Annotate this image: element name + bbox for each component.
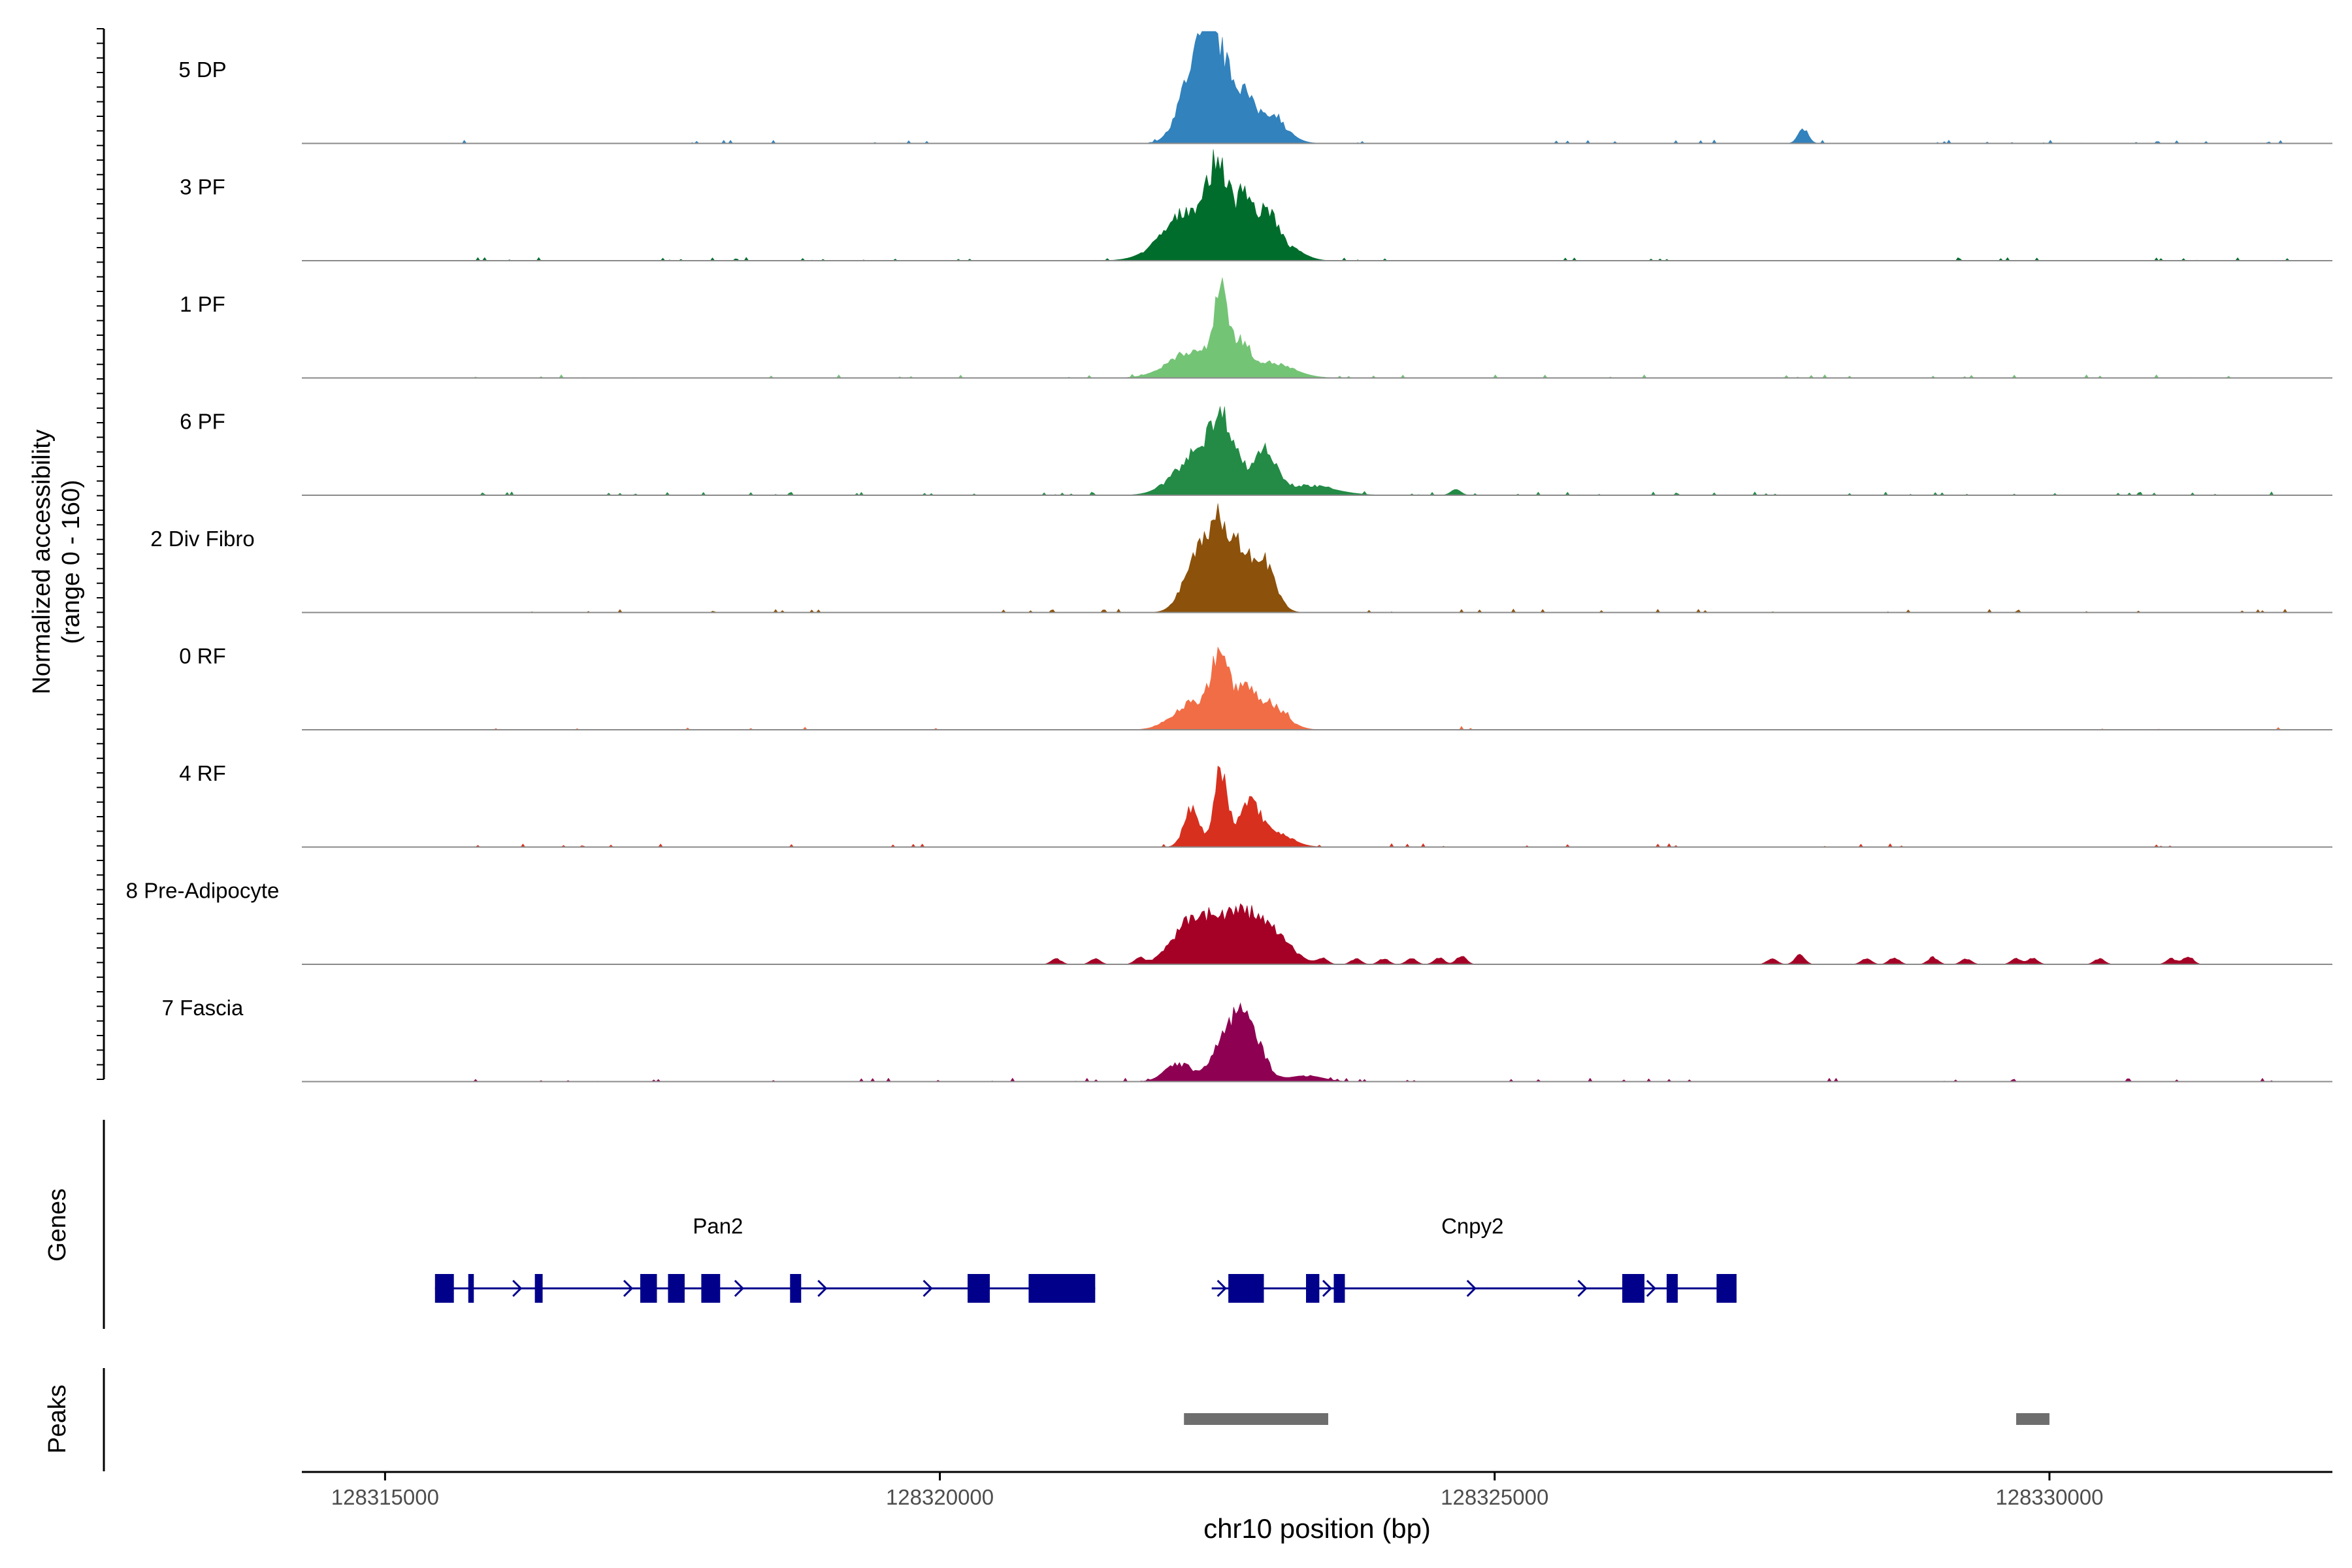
track-area bbox=[302, 31, 2332, 144]
track-5: 2 Div Fibro bbox=[150, 503, 2332, 613]
track-area bbox=[302, 149, 2332, 261]
track-9: 7 Fascia bbox=[162, 996, 2332, 1083]
genes-panel: Genes Pan2 Cnpy2 bbox=[44, 1120, 1737, 1329]
x-axis: chr10 position (bp) 128315000 128320000 12… bbox=[302, 1471, 2332, 1544]
gene-strand-arrow bbox=[1577, 1279, 1588, 1298]
y-axis-label: Normalized accessibility (range 0 - 160) bbox=[28, 429, 85, 694]
gene-exon bbox=[640, 1274, 657, 1303]
gene-strand-arrow bbox=[623, 1279, 634, 1298]
gene-strand-arrow bbox=[1646, 1279, 1657, 1298]
track-8: 8 Pre-Adipocyte bbox=[126, 879, 2332, 965]
peak-region bbox=[1184, 1413, 1328, 1425]
y-axis-label-line2: (range 0 - 160) bbox=[57, 480, 85, 644]
gene-exon bbox=[1333, 1274, 1345, 1303]
gene-exon bbox=[701, 1274, 721, 1303]
gene-exon bbox=[1666, 1274, 1678, 1303]
y-axis-label-line1: Normalized accessibility bbox=[28, 429, 56, 694]
gene-exon bbox=[1028, 1274, 1096, 1303]
gene-Cnpy2: Cnpy2 bbox=[1211, 1214, 1737, 1303]
x-axis-label: chr10 position (bp) bbox=[1203, 1513, 1431, 1544]
gene-exon bbox=[790, 1274, 802, 1303]
coverage-tracks: 5 DP 3 PF 1 PF 6 PF 2 Div Fibro 0 RF 4 RF 8 Pre… bbox=[126, 31, 2332, 1083]
track-area bbox=[302, 406, 2332, 496]
track-area bbox=[302, 903, 2332, 965]
gene-exon bbox=[968, 1274, 990, 1303]
track-area bbox=[302, 765, 2332, 847]
gene-strand-arrow bbox=[734, 1279, 744, 1298]
track-label: 2 Div Fibro bbox=[150, 527, 255, 551]
gene-label: Cnpy2 bbox=[1441, 1214, 1503, 1238]
track-2: 3 PF bbox=[180, 149, 2332, 261]
track-label: 3 PF bbox=[180, 175, 225, 199]
gene-label: Pan2 bbox=[693, 1214, 743, 1238]
gene-strand-arrow bbox=[1466, 1279, 1477, 1298]
track-label: 8 Pre-Adipocyte bbox=[126, 879, 280, 903]
x-tick-label: 128315000 bbox=[331, 1485, 439, 1509]
gene-strand-arrow bbox=[1322, 1279, 1333, 1298]
peaks-axis-label: Peaks bbox=[44, 1384, 71, 1454]
track-label: 4 RF bbox=[179, 761, 226, 785]
genes-axis-label: Genes bbox=[44, 1188, 71, 1262]
track-label: 6 PF bbox=[180, 410, 225, 434]
x-tick-label: 128320000 bbox=[886, 1485, 994, 1509]
gene-exon bbox=[1622, 1274, 1645, 1303]
track-label: 7 Fascia bbox=[162, 996, 244, 1020]
track-area bbox=[302, 646, 2332, 730]
gene-Pan2: Pan2 bbox=[434, 1214, 1096, 1303]
track-7: 4 RF bbox=[179, 761, 2332, 848]
gene-exon bbox=[1228, 1274, 1264, 1303]
gene-exon bbox=[534, 1274, 543, 1303]
gene-exon bbox=[1716, 1274, 1737, 1303]
track-4: 6 PF bbox=[180, 406, 2332, 496]
y-axis bbox=[97, 28, 105, 1080]
gene-strand-arrow bbox=[512, 1279, 523, 1298]
track-area bbox=[302, 277, 2332, 378]
track-label: 0 RF bbox=[179, 644, 226, 668]
track-label: 5 DP bbox=[178, 57, 226, 82]
gene-exon bbox=[1306, 1274, 1320, 1303]
gene-strand-arrow bbox=[923, 1279, 933, 1298]
track-area bbox=[302, 503, 2332, 613]
track-1: 5 DP bbox=[178, 31, 2332, 144]
peak-region bbox=[2016, 1413, 2050, 1425]
track-6: 0 RF bbox=[179, 644, 2332, 730]
x-tick-label: 128330000 bbox=[1995, 1485, 2103, 1509]
gene-exon bbox=[668, 1274, 685, 1303]
track-label: 1 PF bbox=[180, 292, 225, 316]
peaks-panel: Peaks bbox=[44, 1368, 2050, 1471]
gene-strand-arrow bbox=[1217, 1279, 1227, 1298]
x-tick-label: 128325000 bbox=[1441, 1485, 1548, 1509]
gene-strand-arrow bbox=[436, 1279, 447, 1298]
gene-strand-arrow bbox=[817, 1279, 828, 1298]
gene-exon bbox=[468, 1274, 474, 1303]
track-area bbox=[302, 1002, 2332, 1082]
track-3: 1 PF bbox=[180, 277, 2332, 379]
